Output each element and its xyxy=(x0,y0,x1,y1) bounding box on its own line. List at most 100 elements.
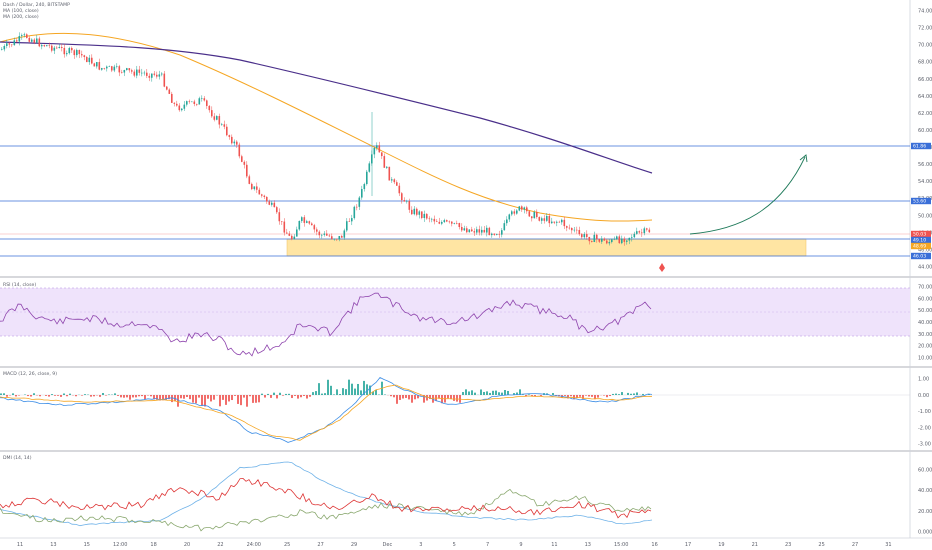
ma200-line[interactable] xyxy=(0,41,653,174)
dmi-tick: 20.0000 xyxy=(918,509,932,515)
candle-body xyxy=(523,207,526,210)
candle-body xyxy=(621,238,623,244)
candle-body xyxy=(98,62,101,70)
price-tick: 44.00 xyxy=(918,265,932,271)
candle-body xyxy=(346,221,348,231)
di-minus-line[interactable] xyxy=(0,477,652,519)
dmi-title[interactable]: DMI (14, 14) xyxy=(3,455,32,461)
candle-body xyxy=(608,242,611,244)
macd-signal-line[interactable] xyxy=(0,384,653,441)
candle-body xyxy=(341,236,343,238)
rsi-axis[interactable]: 70.00 60.00 50.00 40.00 30.00 20.00 10.00 xyxy=(918,285,932,362)
time-tick: 16 xyxy=(651,542,657,548)
candle-body xyxy=(156,74,158,77)
macd-bar xyxy=(534,395,536,397)
ma200-legend[interactable]: MA (200, close) xyxy=(3,14,39,20)
projection-arrow[interactable] xyxy=(689,156,806,235)
candle-body xyxy=(168,89,171,94)
time-tick: 29 xyxy=(351,542,357,548)
candle-body xyxy=(588,236,591,242)
time-tick: 11 xyxy=(17,542,23,548)
macd-bar xyxy=(441,395,443,404)
macd-bar xyxy=(642,393,644,395)
ma100-legend[interactable]: MA (100, close) xyxy=(3,8,39,14)
candle-body xyxy=(451,221,453,224)
macd-bar xyxy=(267,393,269,395)
macd-bar xyxy=(399,395,401,400)
price-tick: 68.00 xyxy=(918,60,932,66)
macd-axis[interactable]: 1.00 0.00 -1.00 -2.00 -3.00 xyxy=(918,377,931,448)
macd-tick: 0.00 xyxy=(918,393,929,399)
candle-body xyxy=(373,147,376,155)
macd-bar xyxy=(201,395,203,406)
candle-body xyxy=(46,45,48,47)
candle-body xyxy=(93,63,96,67)
candle-body xyxy=(353,206,356,219)
candle-body xyxy=(63,47,66,55)
macd-bar xyxy=(102,393,104,395)
candle-body xyxy=(461,227,463,231)
candle-body xyxy=(171,93,173,103)
macd-tick: -1.00 xyxy=(918,409,931,415)
macd-bar xyxy=(291,395,293,399)
macd-bar xyxy=(300,395,302,398)
candle-body xyxy=(218,116,221,125)
candle-body xyxy=(436,221,438,223)
price-tick: 62.00 xyxy=(918,111,932,117)
macd-bar xyxy=(93,395,95,397)
sell-signal-icon[interactable] xyxy=(659,263,665,272)
adx-line[interactable] xyxy=(0,461,653,527)
macd-bar xyxy=(105,395,107,396)
time-tick: 25 xyxy=(284,542,290,548)
candle-body xyxy=(426,213,428,219)
dmi-tick: 60.0000 xyxy=(918,468,932,474)
macd-bar xyxy=(246,395,248,407)
macd-bar xyxy=(27,395,29,397)
macd-bar xyxy=(249,395,251,397)
candles-group[interactable] xyxy=(1,32,651,246)
macd-bar xyxy=(504,390,506,395)
macd-histogram[interactable] xyxy=(0,379,650,407)
candle-body xyxy=(441,222,443,224)
candle-body xyxy=(521,206,523,210)
dmi-axis[interactable]: 60.0000 40.0000 20.0000 0.0000 xyxy=(918,468,932,536)
support-zone[interactable] xyxy=(286,238,807,257)
macd-bar xyxy=(219,395,221,407)
candle-body xyxy=(363,184,366,190)
candle-body xyxy=(206,100,208,106)
macd-title[interactable]: MACD (12, 26, close, 9) xyxy=(3,371,57,377)
candle-body xyxy=(276,207,278,213)
macd-bar xyxy=(453,395,455,401)
candle-body xyxy=(131,70,133,72)
candle-body xyxy=(383,156,386,168)
candle-body xyxy=(58,46,61,49)
di-plus-line[interactable] xyxy=(0,488,652,532)
macd-bar xyxy=(180,395,182,399)
macd-bar xyxy=(177,395,179,407)
macd-bar xyxy=(402,395,404,399)
candle-body xyxy=(178,105,181,111)
macd-bar xyxy=(408,395,410,400)
macd-bar xyxy=(54,395,56,396)
macd-bar xyxy=(525,395,527,397)
candle-body xyxy=(603,238,606,241)
candle-body xyxy=(228,135,231,137)
candle-body xyxy=(201,98,203,99)
candle-body xyxy=(78,49,81,55)
rsi-tick: 70.00 xyxy=(918,285,932,291)
candle-body xyxy=(321,234,323,236)
macd-bar xyxy=(573,395,575,400)
rsi-title[interactable]: RSI (14, close) xyxy=(3,282,36,288)
projection-arrow-head xyxy=(799,154,808,163)
candle-body xyxy=(501,230,503,235)
ma100-line[interactable] xyxy=(0,32,653,222)
rsi-line[interactable] xyxy=(0,292,652,357)
candle-body xyxy=(221,124,223,125)
macd-line[interactable] xyxy=(0,376,653,443)
macd-bar xyxy=(273,392,275,395)
macd-bar xyxy=(393,395,395,398)
macd-bar xyxy=(294,395,296,396)
candle-body xyxy=(513,211,516,214)
time-axis[interactable]: 11 13 15 12:00 18 20 22 24:00 25 27 29 Dec 3 5 7 9 11 13 1… xyxy=(17,542,892,548)
